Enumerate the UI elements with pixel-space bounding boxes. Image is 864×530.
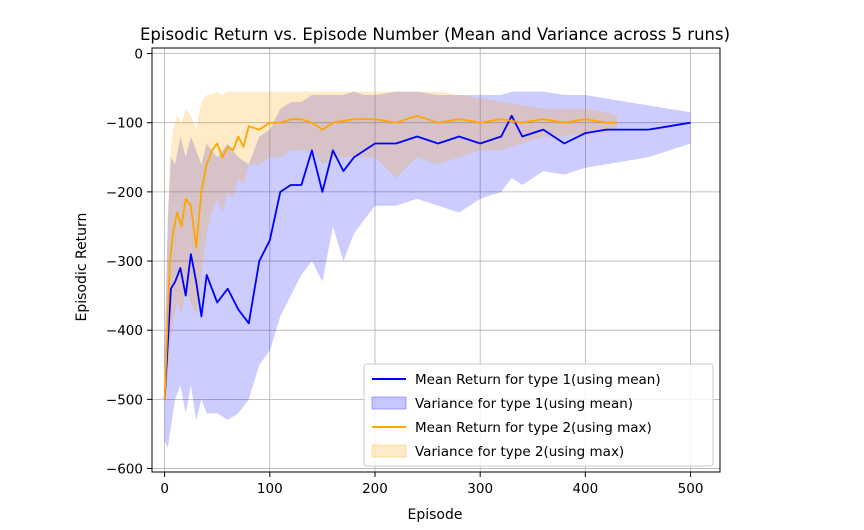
- legend-swatch-band: [371, 444, 407, 458]
- y-tick-label: −600: [106, 462, 143, 478]
- legend-label: Mean Return for type 2(using max): [415, 420, 652, 436]
- x-tick-label: 200: [362, 481, 388, 497]
- y-tick-label: −100: [106, 116, 143, 132]
- x-tick-label: 400: [572, 481, 598, 497]
- plot-area-frame: [151, 47, 721, 473]
- chart-title: Episodic Return vs. Episode Number (Mean…: [140, 25, 730, 44]
- y-axis-label: Episodic Return: [74, 213, 90, 322]
- legend-box: [363, 363, 714, 467]
- variance-band-2: [164, 91, 617, 407]
- x-tick-label: 300: [467, 481, 493, 497]
- x-tick-label: 100: [257, 481, 283, 497]
- variance-bands: [164, 91, 691, 448]
- x-tick-label: 500: [678, 481, 704, 497]
- y-tick-label: −500: [106, 392, 143, 408]
- y-tick-label: −200: [106, 185, 143, 201]
- y-tick-label: −400: [106, 323, 143, 339]
- y-axis-ticks: 0 −100 −200 −300 −400 −500 −600: [106, 47, 152, 478]
- x-axis-label: Episode: [408, 507, 463, 523]
- x-axis-ticks: 0 100 200 300 400 500: [160, 472, 703, 497]
- mean-line-1: [163, 114, 691, 400]
- y-tick-label: −300: [106, 254, 143, 270]
- legend: Mean Return for type 1(using mean) Varian…: [363, 363, 714, 467]
- y-tick-label: 0: [134, 47, 143, 63]
- variance-band-1: [164, 91, 691, 448]
- legend-label: Variance for type 1(using mean): [415, 396, 633, 412]
- series-lines: [163, 114, 691, 400]
- legend-swatch-band: [371, 396, 407, 410]
- x-tick-label: 0: [160, 481, 169, 497]
- legend-label: Mean Return for type 1(using mean): [415, 372, 661, 388]
- legend-label: Variance for type 2(using max): [415, 444, 624, 460]
- mean-line-2: [163, 114, 617, 400]
